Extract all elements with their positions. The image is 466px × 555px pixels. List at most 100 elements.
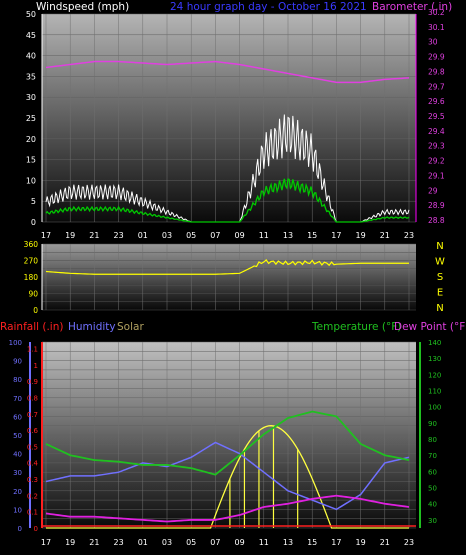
wind-y-tick: 30: [26, 93, 36, 102]
barometer-y-tick: 30.1: [428, 23, 445, 32]
barometer-y-tick: 29.4: [428, 127, 445, 136]
rainfall-y-tick: 0.8: [27, 394, 38, 402]
direction-line: [45, 259, 409, 275]
temperature-y-tick: 110: [428, 388, 441, 396]
humidity-line: [45, 441, 410, 511]
wind-y-tick: 45: [26, 31, 36, 40]
temperature-y-tick: 130: [428, 355, 441, 363]
hour-label: 05: [186, 231, 196, 240]
humidity-y-tick: 60: [13, 413, 22, 421]
hour-label: 21: [89, 231, 99, 240]
barometer-y-tick: 29.6: [428, 97, 445, 106]
hour-label: 09: [235, 231, 245, 240]
wind-y-tick: 50: [26, 10, 36, 19]
humidity-y-tick: 80: [13, 376, 22, 384]
humidity-y-tick: 30: [13, 469, 22, 477]
hour-label: 23: [114, 538, 124, 547]
solar-label: Solar: [117, 321, 144, 333]
hour-label: 09: [235, 538, 245, 547]
direction-series: [45, 259, 409, 275]
direction-y-tick: 0: [33, 306, 38, 315]
wind-y-tick: 15: [26, 156, 36, 165]
rainfall-y-tick: 0.6: [27, 427, 39, 435]
hour-label: 13: [283, 231, 293, 240]
humidity-y-tick: 50: [13, 432, 22, 440]
temperature-y-ticks: 30 40 50 60 70 80 90 100 110 120 130 140: [428, 339, 441, 525]
rainfall-y-tick: 0: [34, 525, 38, 533]
temperature-y-tick: 120: [428, 371, 441, 379]
temperature-y-tick: 140: [428, 339, 441, 347]
barometer-y-tick: 28.8: [428, 216, 445, 225]
barometer-y-tick: 29.5: [428, 112, 445, 121]
hour-label: 13: [283, 538, 293, 547]
hour-label: 07: [210, 538, 220, 547]
rainfall-y-tick: 1.1: [27, 346, 38, 354]
hour-label: 21: [380, 538, 390, 547]
barometer-y-tick: 29: [428, 186, 438, 195]
hour-label: 01: [138, 231, 148, 240]
hour-label: 19: [356, 538, 366, 547]
wind-y-tick: 0: [31, 218, 36, 227]
barometer-y-tick: 29.8: [428, 67, 445, 76]
compass-letter: N: [436, 241, 443, 252]
humidity-y-tick: 0: [18, 525, 22, 533]
compass-letter: N: [436, 303, 443, 314]
hour-label: 21: [380, 231, 390, 240]
wind-y-tick: 40: [26, 52, 36, 61]
humidity-y-tick: 90: [13, 358, 22, 366]
wind-y-ticks: 0 5 10 15 20 25 30 35 40 45 50: [26, 10, 36, 227]
solar-line: [46, 425, 409, 529]
temperature-y-tick: 90: [428, 420, 437, 428]
barometer-y-tick: 30.2: [428, 8, 445, 17]
barometer-y-tick: 29.7: [428, 82, 445, 91]
humidity-y-tick: 40: [13, 451, 22, 459]
wind-y-tick: 5: [31, 197, 36, 206]
barometer-y-ticks: 28.8 28.9 29 29.1 29.2 29.3 29.4 29.5 29.6 29.7 29…: [428, 8, 445, 225]
hour-label: 05: [186, 538, 196, 547]
compass-letter: W: [435, 257, 445, 268]
bottom-series: [42, 410, 416, 529]
humidity-y-tick: 20: [13, 488, 22, 496]
direction-y-tick: 360: [24, 240, 39, 249]
temperature-y-tick: 80: [428, 436, 437, 444]
barometer-y-tick: 29.9: [428, 53, 445, 62]
hour-label: 03: [162, 538, 172, 547]
temperature-y-tick: 60: [428, 468, 437, 476]
hour-label: 17: [331, 538, 341, 547]
rainfall-y-tick: 0.9: [27, 378, 38, 386]
wind-y-tick: 10: [26, 176, 36, 185]
humidity-y-ticks: 0 10 20 30 40 50 60 70 80 90 100: [9, 339, 22, 533]
hour-label: 17: [41, 231, 51, 240]
humidity-y-tick: 70: [13, 395, 22, 403]
wind-y-tick: 25: [26, 114, 36, 123]
hour-label: 17: [41, 538, 51, 547]
hour-labels-top: 17 19 21 23 01 03 05 07 09 11 13 15 17 19 21 23: [41, 231, 414, 240]
temperature-y-tick: 30: [428, 517, 437, 525]
wind-series: [45, 114, 410, 223]
barometer-y-tick: 30: [428, 38, 438, 47]
temperature-y-tick: 70: [428, 452, 437, 460]
dew-point-line: [45, 494, 410, 523]
rainfall-y-tick: 0.3: [27, 476, 38, 484]
barometer-y-tick: 28.9: [428, 201, 445, 210]
hour-label: 23: [404, 231, 414, 240]
compass-letter: S: [437, 272, 443, 283]
humidity-y-tick: 100: [9, 339, 22, 347]
humidity-label: Humidity: [68, 321, 116, 333]
hour-label: 19: [65, 231, 75, 240]
rainfall-y-tick: 0.7: [27, 411, 38, 419]
temperature-line: [45, 410, 410, 476]
compass-letter: E: [437, 288, 443, 299]
rainfall-y-tick: 0.2: [27, 492, 38, 500]
barometer-y-tick: 29.3: [428, 142, 445, 151]
hour-label: 23: [114, 231, 124, 240]
barometer-title: Barometer (.in): [372, 1, 452, 13]
barometer-line: [45, 60, 410, 84]
hour-label: 21: [89, 538, 99, 547]
rainfall-y-tick: 0.4: [27, 460, 39, 468]
hour-label: 11: [259, 231, 269, 240]
rainfall-y-tick: 0.1: [27, 509, 38, 517]
temperature-y-tick: 40: [428, 501, 437, 509]
